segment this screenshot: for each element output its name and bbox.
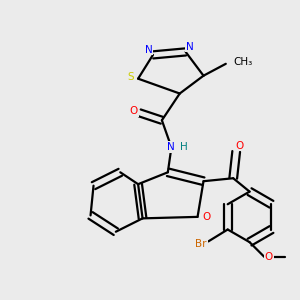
Text: O: O	[202, 212, 211, 222]
Text: O: O	[130, 106, 138, 116]
Text: Br: Br	[195, 239, 207, 249]
Text: N: N	[167, 142, 175, 152]
Text: N: N	[145, 44, 152, 55]
Text: N: N	[186, 42, 194, 52]
Text: CH₃: CH₃	[233, 57, 253, 67]
Text: S: S	[128, 72, 134, 82]
Text: O: O	[235, 140, 243, 151]
Text: H: H	[180, 142, 188, 152]
Text: O: O	[265, 252, 273, 262]
